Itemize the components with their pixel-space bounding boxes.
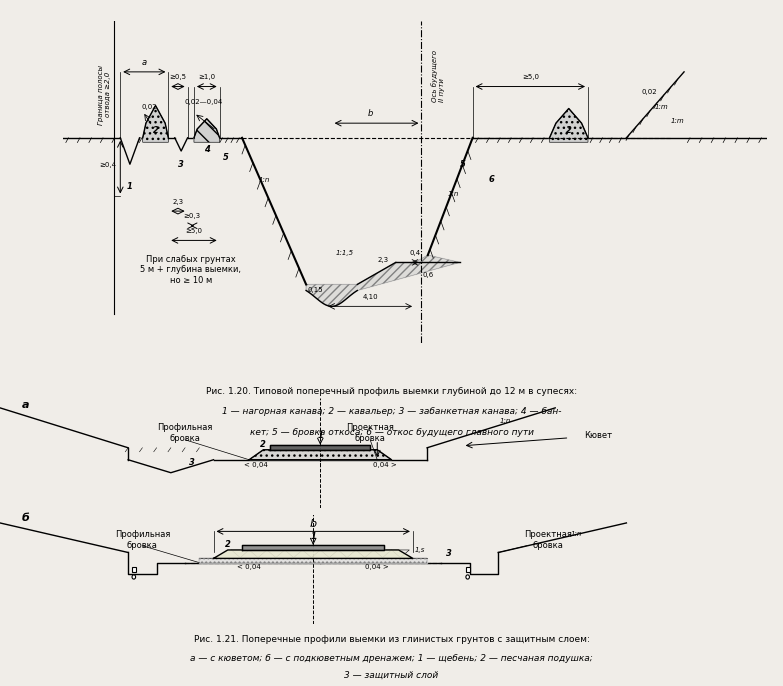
Text: 2,3: 2,3 — [172, 199, 183, 205]
Text: Профильная
бровка: Профильная бровка — [114, 530, 170, 549]
Text: 1: 1 — [310, 532, 316, 541]
Text: Рис. 1.21. Поперечные профили выемки из глинистых грунтов с защитным слоем:: Рис. 1.21. Поперечные профили выемки из … — [193, 635, 590, 644]
Text: 5: 5 — [460, 160, 466, 169]
Text: b: b — [367, 109, 373, 118]
Text: Ось будущего
II пути: Ось будущего II пути — [431, 50, 445, 102]
Polygon shape — [200, 558, 427, 563]
Text: 2: 2 — [153, 126, 158, 135]
Text: а: а — [21, 400, 29, 410]
Text: 0,02: 0,02 — [641, 89, 657, 95]
Text: ≥1,0: ≥1,0 — [198, 74, 215, 80]
Bar — [466, 567, 470, 572]
Polygon shape — [550, 108, 588, 142]
Circle shape — [466, 575, 470, 579]
Text: b: b — [309, 519, 317, 529]
Text: 2: 2 — [261, 440, 266, 449]
Text: 1: 1 — [317, 431, 323, 440]
Text: 2,3: 2,3 — [377, 257, 388, 263]
Text: 4: 4 — [204, 145, 210, 154]
Text: При слабых грунтах
5 м + глубина выемки,
но ≥ 10 м: При слабых грунтах 5 м + глубина выемки,… — [140, 255, 241, 285]
Text: 0,04 >: 0,04 > — [366, 563, 389, 569]
Bar — [132, 567, 136, 572]
Text: а — с кюветом; б — с подкюветным дренажем; 1 — щебень; 2 — песчаная подушка;: а — с кюветом; б — с подкюветным дренаже… — [190, 654, 593, 663]
Circle shape — [132, 575, 135, 579]
Text: Граница полосы
отвода ≥2,0: Граница полосы отвода ≥2,0 — [98, 64, 110, 125]
Text: 1:n: 1:n — [448, 191, 459, 198]
Polygon shape — [143, 106, 168, 142]
Text: ≥0,3: ≥0,3 — [183, 213, 200, 220]
Polygon shape — [249, 450, 392, 460]
Text: 0,02: 0,02 — [141, 104, 157, 110]
Text: Кювет: Кювет — [583, 431, 612, 440]
Text: 1:m: 1:m — [671, 118, 684, 124]
Text: 0,04 >: 0,04 > — [373, 462, 396, 468]
Text: Профильная
бровка: Профильная бровка — [157, 423, 213, 442]
Text: б: б — [21, 513, 29, 523]
Text: 2: 2 — [225, 541, 231, 549]
Text: Проектная
бровка: Проектная бровка — [524, 530, 572, 549]
Text: 0,15: 0,15 — [308, 287, 323, 293]
Polygon shape — [242, 545, 384, 550]
Text: 3 — защитный слой: 3 — защитный слой — [345, 671, 438, 681]
Text: 3: 3 — [446, 549, 451, 558]
Text: 5: 5 — [223, 153, 229, 162]
Text: 6: 6 — [489, 175, 495, 184]
Text: ≥5,0: ≥5,0 — [186, 228, 203, 234]
Text: 1 — нагорная канава; 2 — кавальер; 3 — забанкетная канава; 4 — бан-: 1 — нагорная канава; 2 — кавальер; 3 — з… — [222, 407, 561, 416]
Text: 0,4: 0,4 — [410, 250, 420, 256]
Text: 3: 3 — [179, 160, 184, 169]
Text: < 0,04: < 0,04 — [244, 462, 268, 468]
Text: 1:n: 1:n — [571, 530, 583, 536]
Polygon shape — [194, 119, 219, 142]
Text: 1,s: 1,s — [415, 547, 425, 553]
Text: ≥0,5: ≥0,5 — [169, 74, 186, 80]
Polygon shape — [214, 550, 413, 558]
Text: < 0,04: < 0,04 — [237, 563, 261, 569]
Text: 0,02—0,04: 0,02—0,04 — [185, 99, 222, 105]
Polygon shape — [270, 445, 370, 450]
Text: ≥0,4: ≥0,4 — [99, 162, 116, 168]
Text: 4,10: 4,10 — [363, 294, 378, 300]
Text: ≥5,0: ≥5,0 — [521, 74, 539, 80]
Text: 0,6: 0,6 — [422, 272, 434, 278]
Text: Рис. 1.20. Типовой поперечный профиль выемки глубиной до 12 м в супесях:: Рис. 1.20. Типовой поперечный профиль вы… — [206, 386, 577, 396]
Text: 1:n: 1:n — [258, 177, 270, 182]
Text: 1:n: 1:n — [500, 418, 511, 424]
Text: 2: 2 — [566, 126, 572, 135]
Text: Проектная
бровка: Проектная бровка — [346, 423, 394, 442]
Text: 1:1,5: 1:1,5 — [335, 250, 354, 256]
Polygon shape — [306, 255, 460, 307]
Text: a: a — [142, 58, 147, 67]
Text: 1: 1 — [127, 182, 133, 191]
Text: 3: 3 — [189, 458, 195, 466]
Text: кет; 5 — бровка откоса; 6 — откос будущего главного пути: кет; 5 — бровка откоса; 6 — откос будуще… — [250, 427, 533, 437]
Text: 1:m: 1:m — [655, 104, 669, 110]
